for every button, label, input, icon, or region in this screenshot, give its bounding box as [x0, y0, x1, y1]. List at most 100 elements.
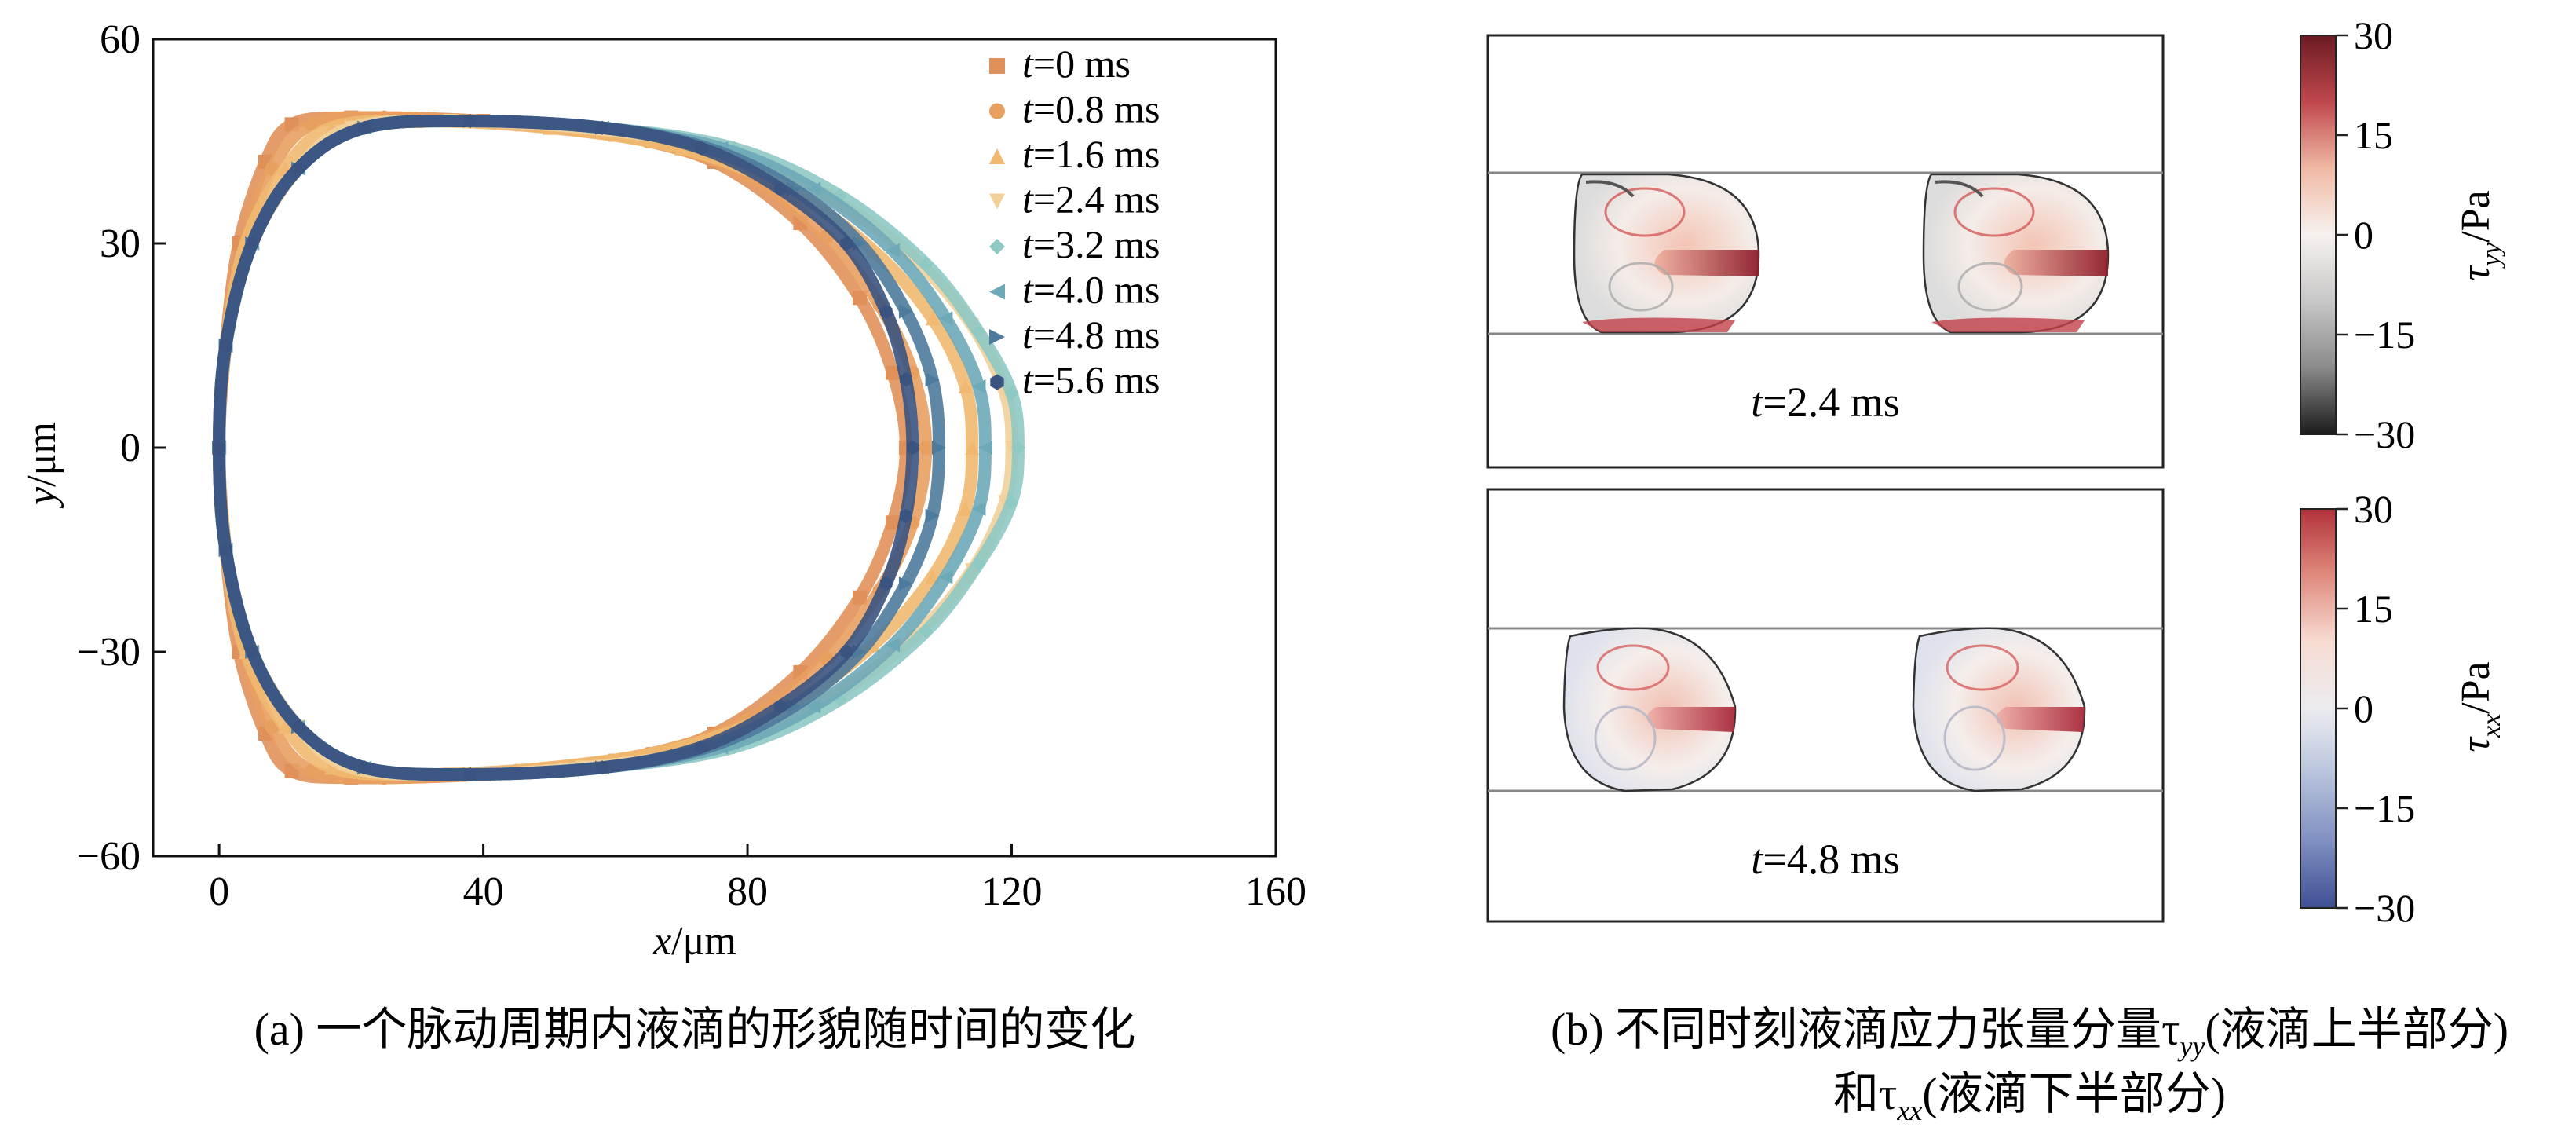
data-point — [919, 441, 934, 455]
data-point — [906, 441, 919, 455]
data-point — [886, 638, 901, 653]
data-point — [596, 760, 608, 775]
colorbar-tick-label: 15 — [2354, 587, 2393, 631]
legend-marker — [990, 374, 1004, 390]
data-point — [853, 291, 868, 306]
legend-label: t=1.6 ms — [1022, 132, 1160, 176]
panel-b-caption-line1: (b) 不同时刻液滴应力张量分量τyy(液滴上半部分) — [1551, 1004, 2508, 1062]
data-point — [1004, 386, 1019, 401]
droplet-right — [1922, 173, 2110, 334]
legend-marker — [989, 239, 1005, 254]
series-line — [213, 114, 1018, 781]
colorbar-body — [2300, 35, 2337, 435]
data-point — [958, 379, 973, 393]
data-point — [219, 339, 232, 353]
colorbar-tick-label: −15 — [2354, 786, 2415, 830]
data-point — [977, 441, 992, 455]
colorbar-tick-label: 15 — [2354, 113, 2393, 157]
data-point — [324, 760, 339, 775]
droplet-left — [1562, 627, 1737, 792]
y-tick-label: −60 — [77, 834, 141, 879]
subplot-t-2-4: t=2.4 ms — [1486, 34, 2165, 469]
data-point — [853, 590, 868, 605]
legend-marker — [989, 58, 1005, 74]
data-point — [806, 699, 821, 714]
legend-label: t=3.2 ms — [1022, 222, 1160, 266]
data-point — [919, 624, 934, 639]
data-point — [774, 181, 787, 196]
data-point — [898, 576, 913, 591]
data-point — [246, 236, 258, 251]
droplet-left — [1573, 173, 1760, 334]
data-point — [900, 508, 912, 523]
colorbar-ticks: 30 15 0 −15 −30 — [2336, 487, 2415, 930]
data-point — [919, 257, 934, 271]
data-point — [900, 372, 912, 387]
x-axis-label: x/μm — [652, 919, 736, 964]
data-point — [1010, 441, 1025, 455]
data-point — [925, 508, 940, 523]
colorbar-tick-label: −30 — [2354, 412, 2415, 456]
legend-marker — [989, 148, 1005, 164]
time-label: t=2.4 ms — [1751, 379, 1900, 426]
y-tick-label: 0 — [120, 426, 141, 470]
legend-label: t=4.0 ms — [1022, 268, 1160, 312]
legend-marker — [989, 284, 1005, 300]
data-point — [292, 161, 305, 176]
data-point — [292, 719, 305, 734]
data-point — [840, 236, 853, 251]
colorbar-ticks: 30 15 0 −15 −30 — [2336, 13, 2415, 456]
x-tick-label: 160 — [1245, 869, 1306, 914]
legend-label: t=2.4 ms — [1022, 178, 1160, 221]
panel-a-caption: (a) 一个脉动周期内液滴的形貌随时间的变化 — [254, 1004, 1136, 1055]
data-point — [886, 243, 901, 258]
y-tick-label: 30 — [100, 221, 141, 266]
data-point — [219, 543, 232, 557]
colorbar-tick-label: −30 — [2354, 886, 2415, 930]
data-point — [695, 740, 707, 755]
data-point — [958, 502, 973, 516]
time-label: t=4.8 ms — [1751, 836, 1900, 883]
data-point — [358, 120, 371, 135]
legend: t=0 mst=0.8 mst=1.6 mst=2.4 mst=3.2 mst=… — [989, 42, 1160, 402]
legend-label: t=5.6 ms — [1022, 358, 1160, 402]
data-point — [213, 441, 225, 455]
colorbar-label: τyy/Pa — [2454, 190, 2506, 280]
legend-label: t=0 ms — [1022, 42, 1131, 86]
data-point — [971, 556, 986, 571]
droplet-right — [1912, 627, 2086, 792]
colorbar-tau-yy: 30 15 0 −15 −30 τyy/Pa — [2300, 13, 2506, 456]
x-tick-label: 40 — [463, 869, 504, 914]
data-point — [886, 515, 901, 530]
panel-a-chart: 0 40 80 120 160 60 30 0 −30 −60 t=0 mst=0.8 mst=1… — [20, 17, 1306, 1055]
data-point — [879, 304, 893, 319]
data-point — [971, 379, 986, 393]
x-tick-label: 80 — [727, 869, 768, 914]
data-point — [358, 760, 371, 775]
data-point — [971, 502, 986, 516]
data-point — [832, 188, 847, 203]
data-point — [774, 699, 787, 714]
legend-label: t=0.8 ms — [1022, 87, 1160, 131]
data-point — [246, 645, 258, 659]
data-point — [971, 324, 986, 339]
legend-label: t=4.8 ms — [1022, 313, 1160, 357]
series-line — [213, 114, 945, 781]
series-t-4.8-ms — [212, 114, 946, 781]
y-tick-label: −30 — [77, 630, 141, 675]
colorbar-label: τxx/Pa — [2454, 661, 2506, 752]
data-point — [925, 372, 940, 387]
colorbar-tick-label: 0 — [2354, 686, 2373, 730]
data-point — [840, 645, 853, 659]
legend-marker — [989, 329, 1005, 345]
data-point — [965, 441, 980, 455]
data-point — [304, 117, 319, 132]
data-point — [464, 114, 477, 128]
series-layer — [212, 110, 1025, 785]
series-t-5.6-ms — [213, 114, 919, 781]
data-point — [1004, 495, 1019, 510]
data-point — [925, 311, 940, 326]
data-point — [938, 311, 953, 326]
